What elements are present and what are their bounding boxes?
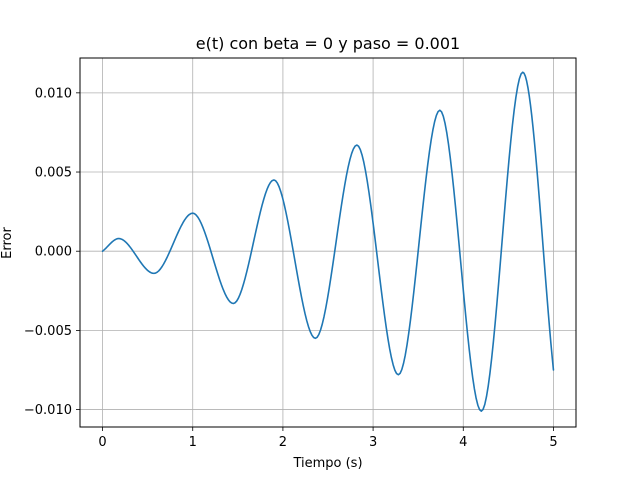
- x-tick-label: 0: [98, 435, 106, 450]
- series-line: [101, 71, 555, 412]
- axis-ticks: 0 1 2 3 4 5 −0.010 −0.005 0.000 0.005 0.010: [24, 86, 558, 450]
- y-tick-label: −0.005: [24, 324, 72, 339]
- chart-title: e(t) con beta = 0 y paso = 0.001: [196, 34, 460, 53]
- series-layer: [101, 71, 555, 412]
- y-tick-label: −0.010: [24, 403, 72, 418]
- grid: [80, 58, 576, 427]
- x-tick-label: 4: [459, 435, 467, 450]
- y-axis-label: Error: [0, 227, 15, 259]
- x-tick-label: 3: [369, 435, 377, 450]
- x-tick-label: 2: [279, 435, 287, 450]
- x-tick-label: 1: [189, 435, 197, 450]
- plot-area-frame: [79, 57, 577, 428]
- y-tick-label: 0.005: [35, 166, 72, 181]
- x-tick-label: 5: [549, 435, 557, 450]
- y-tick-label: 0.000: [35, 245, 72, 260]
- y-tick-label: 0.010: [35, 86, 72, 101]
- x-axis-label: Tiempo (s): [292, 456, 362, 471]
